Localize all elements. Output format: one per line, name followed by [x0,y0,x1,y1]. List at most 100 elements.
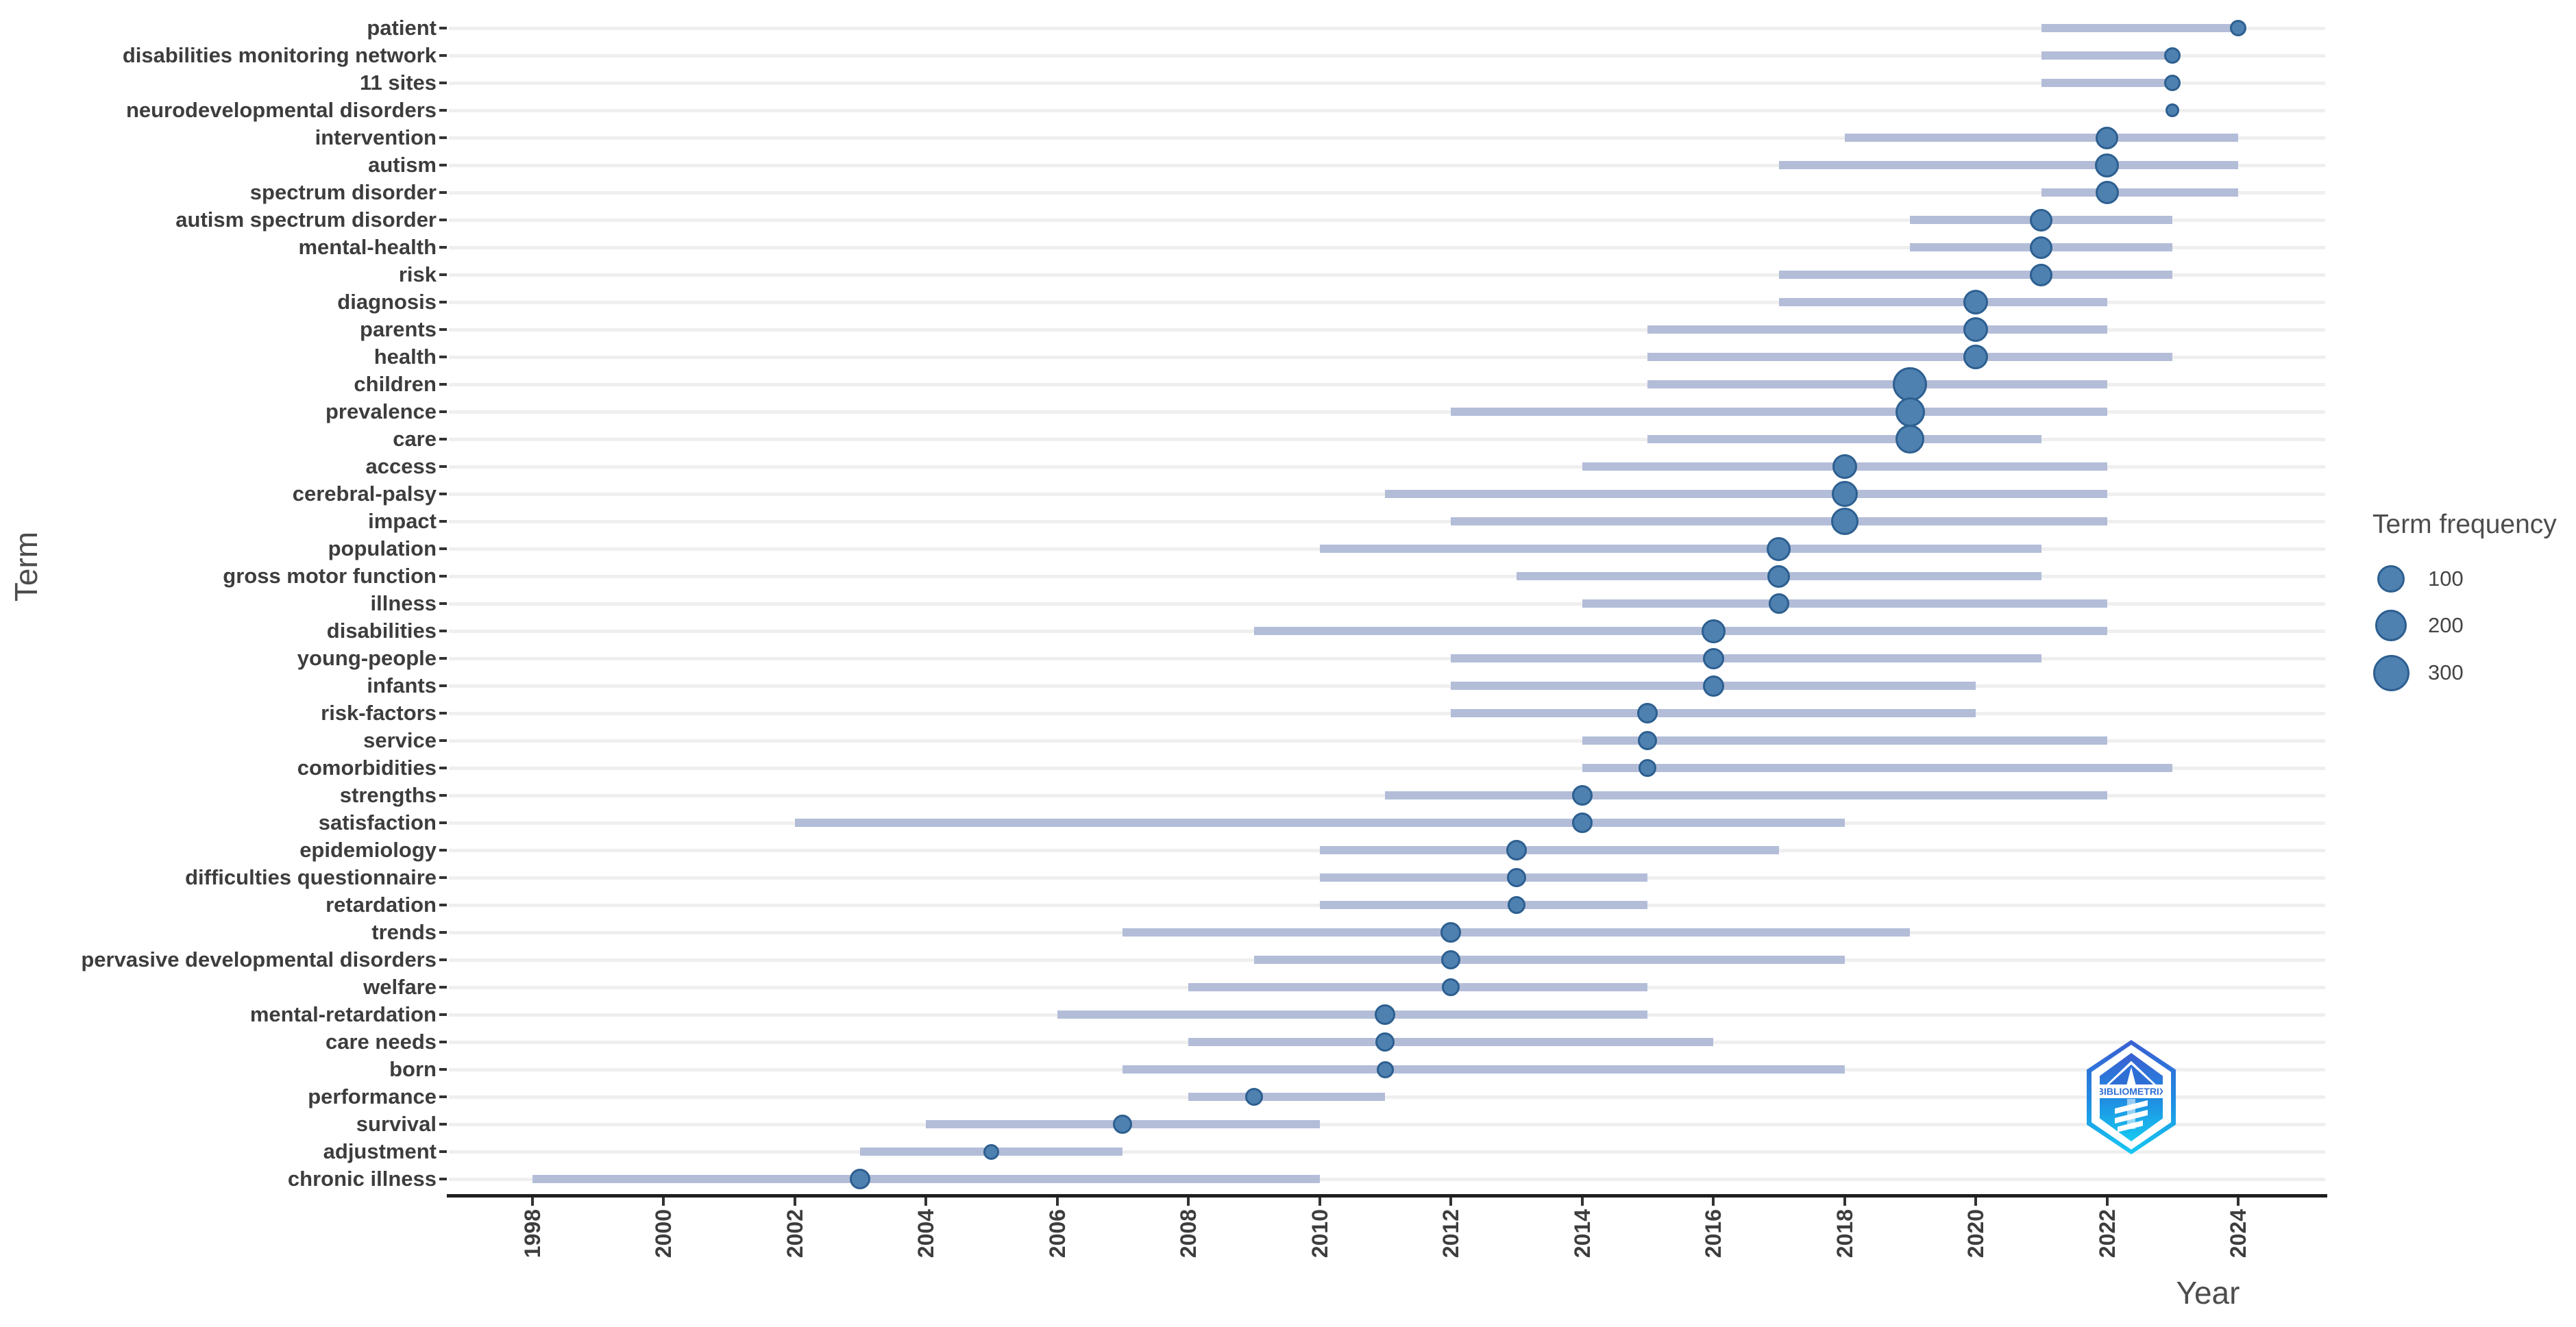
term-frequency-dot [1571,785,1593,806]
x-axis-year-label: 2024 [2226,1209,2250,1258]
y-axis-tick [439,136,447,139]
y-axis-term-label: born [389,1057,437,1081]
term-range-line [1319,873,1648,882]
term-range-line [1188,1093,1386,1101]
legend-size-circle [2377,565,2405,593]
y-axis-tick [439,931,447,934]
term-frequency-dot [1440,922,1461,943]
gridline [449,190,2325,195]
y-axis-tick [439,383,447,386]
x-axis-tick [1055,1198,1059,1206]
term-frequency-dot [1830,508,1859,535]
term-frequency-dot [2166,103,2180,117]
y-axis-term-label: care needs [326,1030,437,1054]
gridline [449,519,2325,523]
gridline [449,136,2325,140]
term-frequency-dot [1893,367,1928,401]
y-axis-term-label: adjustment [323,1139,437,1163]
y-axis-tick [439,849,447,852]
gridline [449,602,2325,606]
gridline [449,53,2325,58]
y-axis-tick [439,767,447,769]
y-axis-tick [439,794,447,797]
term-range-line [532,1175,1320,1183]
term-range-line [2041,188,2238,197]
y-axis-tick [439,1178,447,1180]
x-axis-year-label: 2020 [1963,1209,1988,1258]
y-axis-term-label: trends [371,920,437,944]
y-axis-term-label: prevalence [326,399,437,423]
term-frequency-dot [1701,619,1726,643]
term-range-line [1319,846,1779,854]
term-range-line [1451,654,2041,662]
y-axis-tick [439,684,447,687]
x-axis-year-label: 2002 [782,1209,807,1258]
y-axis-tick [439,301,447,303]
gridline [449,1177,2325,1181]
term-range-line [1188,1038,1713,1046]
y-axis-term-label: survival [356,1112,437,1136]
y-axis-term-label: health [373,345,437,369]
y-axis-term-label: risk [398,262,437,286]
bibliometrix-logo: BIBLIOMETRIX [2087,1040,2176,1154]
term-range-line [1844,134,2238,142]
term-range-line [1253,956,1845,964]
gridline [449,108,2325,112]
x-axis-year-label: 2010 [1307,1209,1332,1258]
term-frequency-dot [983,1143,1000,1160]
y-axis-title: Term [8,531,44,602]
term-frequency-dot [1702,647,1724,669]
term-frequency-dot [1571,813,1593,833]
term-range-line [1188,983,1648,991]
y-axis-tick [439,356,447,358]
y-axis-term-label: illness [370,591,437,615]
x-axis-tick [1449,1198,1452,1206]
x-axis-title: Year [2176,1275,2240,1311]
y-axis-tick [439,1095,447,1098]
x-axis-year-label: 2012 [1438,1209,1463,1258]
y-axis-term-label: mental-health [298,235,437,259]
term-range-line [1778,298,2107,306]
term-range-line [1451,408,2107,416]
legend-size-label: 100 [2428,567,2464,591]
gridline [449,26,2325,30]
gridline [449,163,2325,167]
term-range-line [1778,271,2173,279]
x-axis-tick [1187,1198,1190,1206]
y-axis-term-label: population [328,536,437,560]
term-frequency-dot [1963,345,1988,369]
gridline [449,218,2325,222]
term-range-line [1123,1065,1845,1074]
term-frequency-dot [1376,1061,1394,1078]
term-range-line [1057,1010,1648,1019]
term-frequency-dot [1963,290,1988,314]
term-frequency-dot [2030,263,2053,286]
term-frequency-dot [1113,1115,1133,1134]
term-range-line [1647,435,2041,443]
y-axis-term-label: pervasive developmental disorders [81,947,437,971]
y-axis-tick [439,1123,447,1126]
y-axis-term-label: disabilities monitoring network [122,43,437,67]
term-frequency-dot [1506,840,1527,860]
y-axis-term-label: neurodevelopmental disorders [125,98,437,122]
y-axis-term-label: parents [360,317,437,341]
term-range-line [1319,545,2041,553]
logo-text: BIBLIOMETRIX [2100,1086,2163,1097]
y-axis-term-label: young-people [297,646,437,670]
y-axis-tick [439,493,447,495]
term-range-line [1647,325,2107,334]
term-frequency-dot [1375,1032,1395,1052]
y-axis-tick [439,547,447,550]
gridline [449,574,2325,578]
y-axis-term-label: chronic illness [287,1167,437,1191]
term-range-line [1778,161,2238,169]
x-axis-tick [2237,1198,2240,1206]
logo-hexagon: BIBLIOMETRIX [2087,1040,2176,1154]
legend-size-circle [2375,610,2407,641]
term-frequency-dot [1442,978,1460,996]
gridline [449,1095,2325,1099]
y-axis-tick [439,27,447,29]
x-axis-tick [1974,1198,1977,1206]
y-axis-term-label: risk-factors [321,701,437,725]
gridline [449,273,2325,277]
